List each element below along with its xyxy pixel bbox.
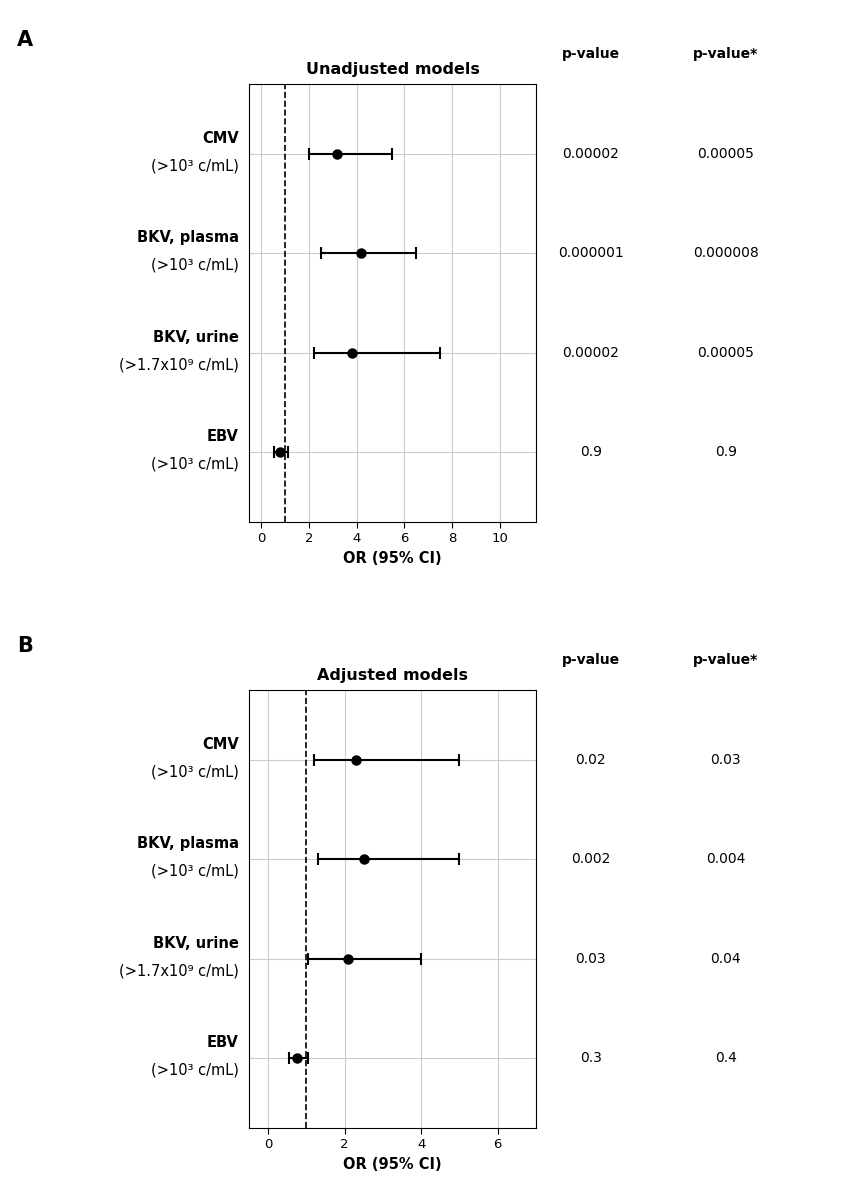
Text: 0.00005: 0.00005	[697, 146, 755, 161]
Text: (>10³ c/mL): (>10³ c/mL)	[151, 1063, 239, 1078]
Text: EBV: EBV	[207, 1036, 239, 1050]
Text: (>10³ c/mL): (>10³ c/mL)	[151, 158, 239, 173]
Text: 0.000001: 0.000001	[558, 246, 624, 260]
Text: 0.02: 0.02	[576, 752, 606, 767]
Text: BKV, urine: BKV, urine	[153, 330, 239, 344]
Text: 0.4: 0.4	[715, 1051, 737, 1066]
Text: p-value*: p-value*	[693, 653, 759, 667]
Title: Adjusted models: Adjusted models	[317, 668, 468, 683]
Text: 0.00002: 0.00002	[562, 146, 619, 161]
Text: 0.004: 0.004	[706, 852, 745, 866]
Text: (>1.7x10⁹ c/mL): (>1.7x10⁹ c/mL)	[119, 964, 239, 978]
Text: 0.000008: 0.000008	[693, 246, 759, 260]
Text: BKV, plasma: BKV, plasma	[137, 836, 239, 851]
Text: (>10³ c/mL): (>10³ c/mL)	[151, 457, 239, 472]
Title: Unadjusted models: Unadjusted models	[306, 62, 479, 77]
Text: p-value*: p-value*	[693, 47, 759, 61]
Text: BKV, urine: BKV, urine	[153, 936, 239, 950]
Text: 0.9: 0.9	[580, 445, 602, 460]
Text: BKV, plasma: BKV, plasma	[137, 230, 239, 245]
Text: 0.9: 0.9	[715, 445, 737, 460]
Text: B: B	[17, 636, 33, 656]
Text: (>10³ c/mL): (>10³ c/mL)	[151, 258, 239, 272]
Text: (>1.7x10⁹ c/mL): (>1.7x10⁹ c/mL)	[119, 358, 239, 372]
Text: 0.00002: 0.00002	[562, 346, 619, 360]
Text: 0.03: 0.03	[576, 952, 606, 966]
X-axis label: OR (95% CI): OR (95% CI)	[344, 1157, 441, 1172]
Text: CMV: CMV	[202, 131, 239, 145]
Text: (>10³ c/mL): (>10³ c/mL)	[151, 864, 239, 878]
Text: (>10³ c/mL): (>10³ c/mL)	[151, 764, 239, 779]
Text: 0.00005: 0.00005	[697, 346, 755, 360]
Text: A: A	[17, 30, 33, 50]
X-axis label: OR (95% CI): OR (95% CI)	[344, 551, 441, 566]
Text: 0.3: 0.3	[580, 1051, 602, 1066]
Text: 0.002: 0.002	[571, 852, 610, 866]
Text: EBV: EBV	[207, 430, 239, 444]
Text: 0.04: 0.04	[711, 952, 741, 966]
Text: p-value: p-value	[562, 47, 619, 61]
Text: 0.03: 0.03	[711, 752, 741, 767]
Text: p-value: p-value	[562, 653, 619, 667]
Text: CMV: CMV	[202, 737, 239, 751]
